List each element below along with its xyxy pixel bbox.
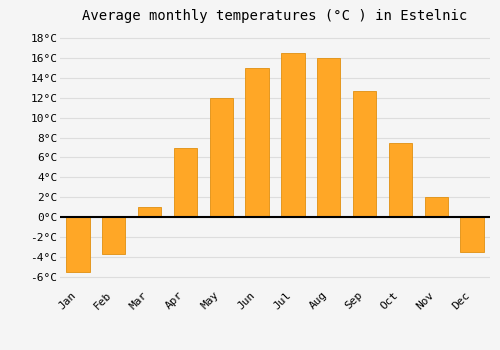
Bar	[460, 217, 483, 252]
Bar	[389, 142, 412, 217]
Bar	[246, 68, 268, 217]
Bar	[317, 58, 340, 217]
Bar	[138, 207, 161, 217]
Title: Average monthly temperatures (°C ) in Estelnic: Average monthly temperatures (°C ) in Es…	[82, 9, 468, 23]
Bar	[174, 148, 197, 217]
Bar	[102, 217, 126, 254]
Bar	[424, 197, 448, 217]
Bar	[353, 91, 376, 217]
Bar	[210, 98, 233, 217]
Bar	[282, 53, 304, 217]
Bar	[66, 217, 90, 272]
